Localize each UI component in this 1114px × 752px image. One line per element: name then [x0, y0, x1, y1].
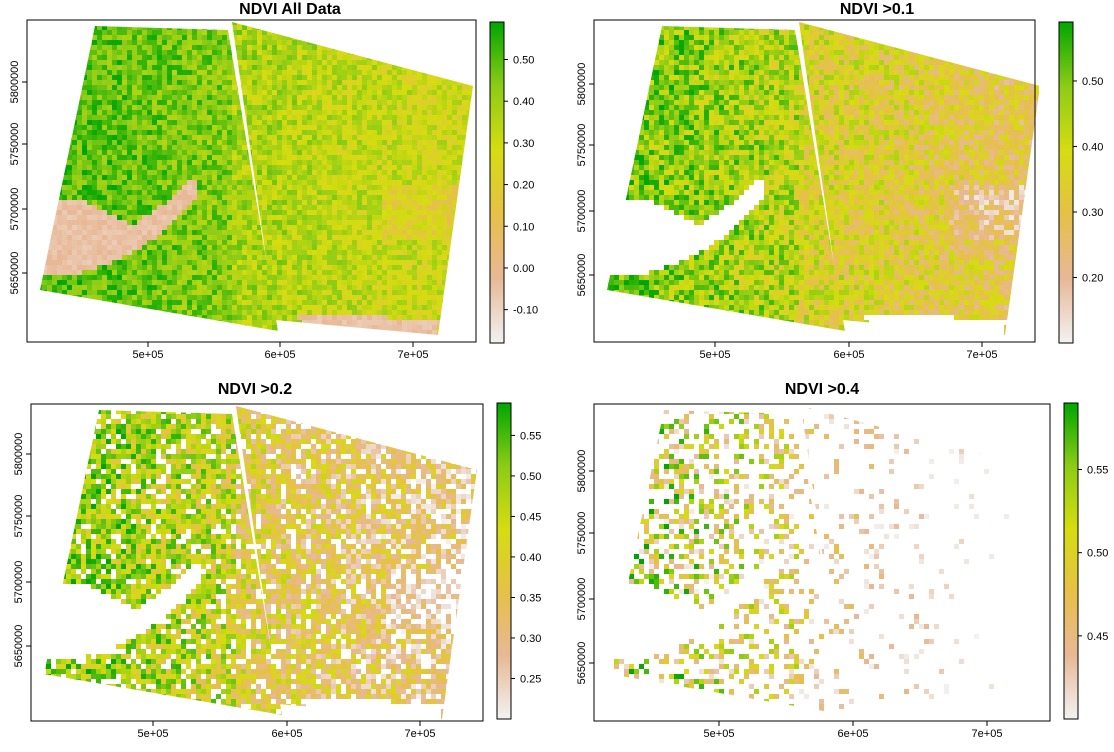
x-tick-label: 5e+05	[133, 349, 164, 361]
y-tick-label: 5650000	[576, 254, 588, 297]
y-tick-label: 5800000	[576, 63, 588, 106]
y-tick-label: 5800000	[13, 433, 25, 476]
legend-tick-label: 0.30	[520, 633, 541, 645]
y-tick-label: 5750000	[9, 123, 21, 166]
chart-svg: 5e+05 6e+05 7e+05 5650000 5700000 5750000 5800…	[557, 376, 1114, 752]
x-tick-label: 6e+05	[838, 728, 869, 740]
y-tick-label: 5750000	[576, 512, 588, 555]
y-tick-label: 5650000	[576, 642, 588, 685]
chart-title: NDVI >0.4	[632, 381, 1012, 399]
ndvi-raster	[31, 404, 486, 724]
chart-svg: 5e+05 6e+05 7e+05 5650000 5700000 5750000 5800…	[0, 0, 557, 376]
legend-tick-label: 0.20	[513, 180, 534, 192]
chart-panel-ndvi-gt-0-4: 5e+05 6e+05 7e+05 5650000 5700000 5750000 5800…	[557, 376, 1114, 751]
x-tick-label: 7e+05	[398, 349, 429, 361]
legend-tick-label: 0.20	[1082, 272, 1103, 284]
chart-svg: 5e+05 6e+05 7e+05 5650000 5700000 5750000 5800…	[557, 0, 1114, 376]
legend-tick-label: 0.40	[520, 552, 541, 564]
legend-tick-label: -0.10	[513, 305, 538, 317]
x-tick-label: 6e+05	[265, 349, 296, 361]
legend-tick-label: 0.55	[1087, 465, 1108, 477]
legend-colorbar	[1064, 403, 1078, 719]
legend-tick-label: 0.50	[1087, 548, 1108, 560]
y-tick-label: 5700000	[9, 188, 21, 231]
legend-tick-label: 0.40	[1082, 141, 1103, 153]
chart-title: NDVI All Data	[100, 1, 480, 19]
y-tick-label: 5700000	[576, 190, 588, 233]
x-tick-label: 5e+05	[700, 349, 731, 361]
y-tick-label: 5700000	[576, 578, 588, 621]
legend-tick-label: 0.00	[513, 263, 534, 275]
x-tick-label: 5e+05	[704, 728, 735, 740]
legend-tick-label: 0.50	[513, 55, 534, 67]
x-tick-label: 7e+05	[405, 728, 436, 740]
y-tick-label: 5650000	[13, 625, 25, 668]
plot-frame	[594, 404, 1050, 721]
legend-tick-label: 0.30	[1082, 207, 1103, 219]
legend-tick-label: 0.35	[520, 592, 541, 604]
legend-colorbar	[1059, 22, 1073, 343]
y-tick-label: 5700000	[13, 561, 25, 604]
legend-tick-label: 0.40	[513, 96, 534, 108]
legend-tick-label: 0.50	[520, 471, 541, 483]
y-tick-label: 5750000	[13, 495, 25, 538]
x-tick-label: 7e+05	[972, 728, 1003, 740]
x-tick-label: 7e+05	[967, 349, 998, 361]
legend-tick-label: 0.30	[513, 138, 534, 150]
x-tick-label: 5e+05	[138, 728, 169, 740]
y-tick-label: 5800000	[9, 61, 21, 104]
ndvi-raster	[594, 20, 1039, 345]
y-tick-label: 5650000	[9, 252, 21, 295]
x-tick-label: 6e+05	[272, 728, 303, 740]
chart-panel-ndvi-gt-0-2: 5e+05 6e+05 7e+05 5650000 5700000 5750000 5800…	[0, 376, 557, 751]
legend-tick-label: 0.45	[1087, 631, 1108, 643]
legend-tick-label: 0.55	[520, 430, 541, 442]
chart-title: NDVI >0.2	[65, 381, 445, 399]
legend-colorbar	[490, 22, 504, 343]
legend-tick-label: 0.50	[1082, 76, 1103, 88]
chart-panel-ndvi-gt-0-1: 5e+05 6e+05 7e+05 5650000 5700000 5750000 5800…	[557, 0, 1114, 376]
legend-tick-label: 0.45	[520, 511, 541, 523]
legend-colorbar	[497, 403, 511, 719]
x-tick-label: 6e+05	[834, 349, 865, 361]
chart-title: NDVI >0.1	[687, 1, 1067, 19]
legend-tick-label: 0.25	[520, 673, 541, 685]
ndvi-raster	[27, 20, 477, 345]
y-tick-label: 5750000	[576, 124, 588, 167]
chart-svg: 5e+05 6e+05 7e+05 5650000 5700000 5750000 5800…	[0, 376, 557, 752]
chart-panel-ndvi-all: 5e+05 6e+05 7e+05 5650000 5700000 5750000 5800…	[0, 0, 557, 376]
legend-tick-label: 0.10	[513, 221, 534, 233]
y-tick-label: 5800000	[576, 450, 588, 493]
ndvi-raster	[594, 404, 1009, 724]
